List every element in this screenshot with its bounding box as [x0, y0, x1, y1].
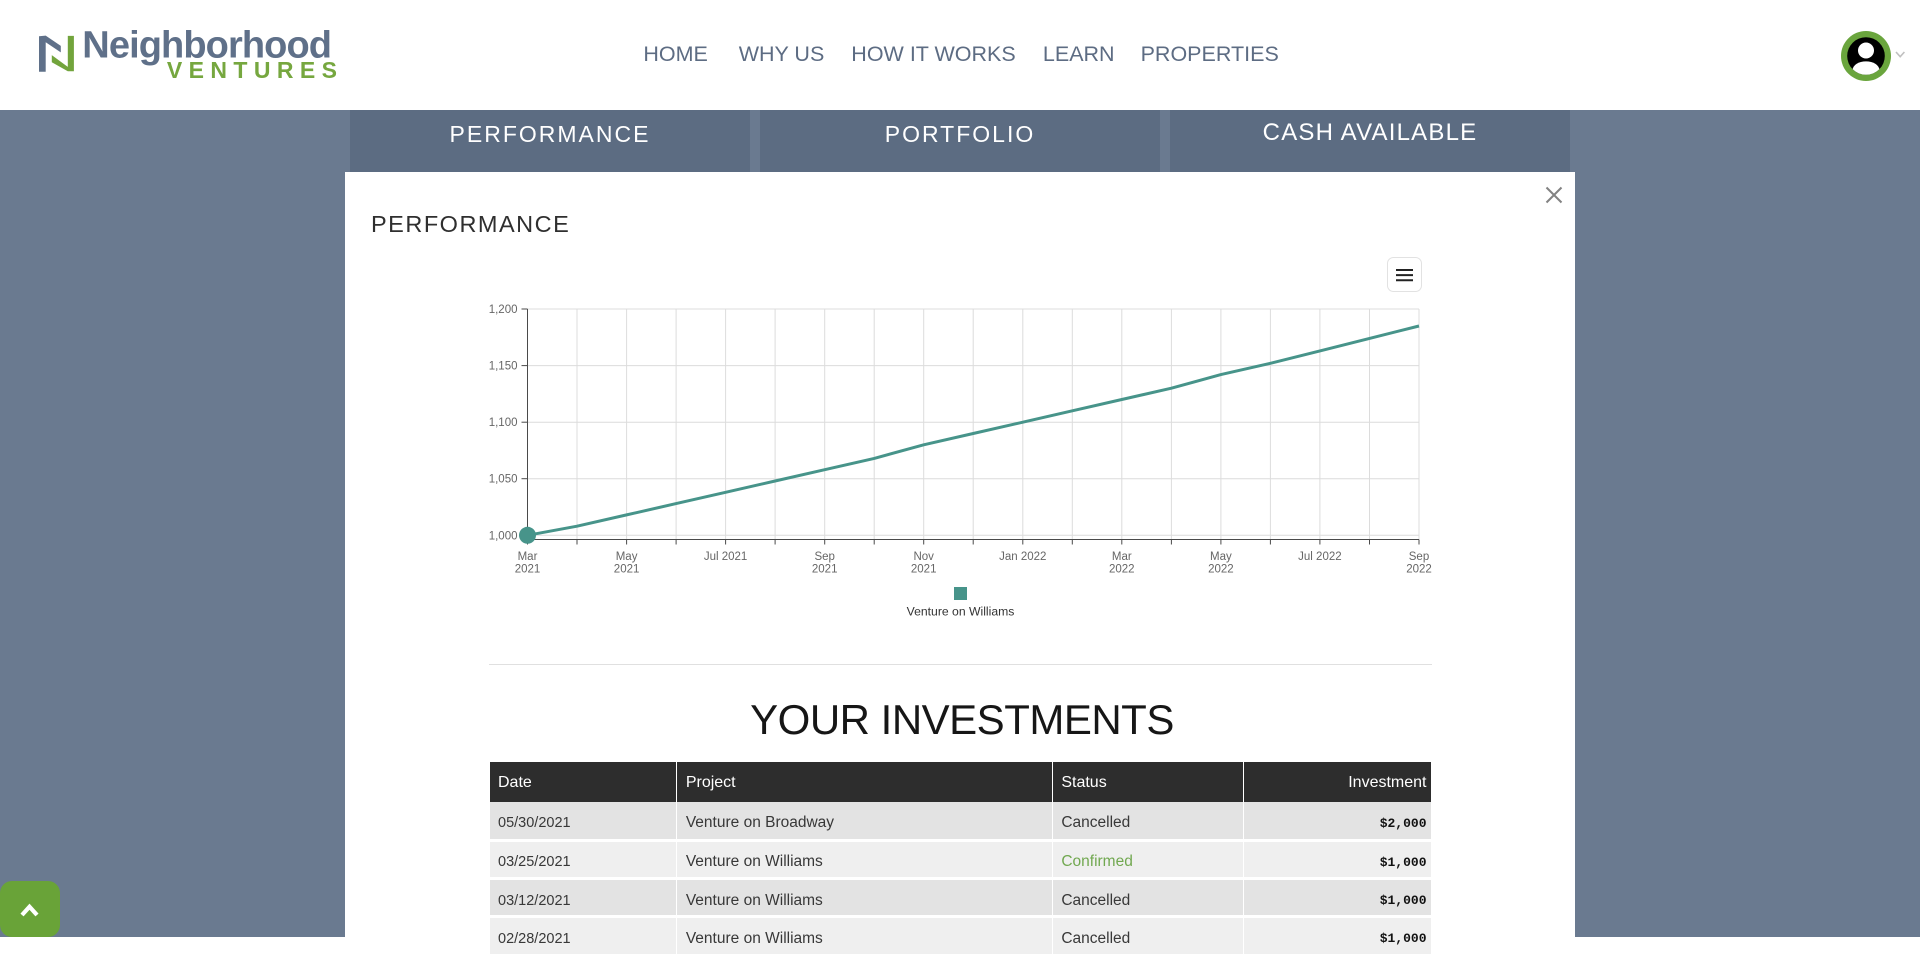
svg-text:Sep: Sep — [814, 551, 834, 563]
svg-text:1,150: 1,150 — [489, 361, 518, 373]
svg-text:2022: 2022 — [1109, 564, 1135, 576]
svg-text:Sep: Sep — [1409, 551, 1429, 563]
svg-text:Nov: Nov — [913, 551, 934, 563]
svg-text:Jul 2021: Jul 2021 — [704, 551, 747, 563]
svg-text:Mar: Mar — [1112, 551, 1132, 563]
svg-text:1,200: 1,200 — [489, 304, 518, 316]
svg-text:2021: 2021 — [911, 564, 937, 576]
svg-text:May: May — [1210, 551, 1232, 563]
svg-text:2021: 2021 — [812, 564, 838, 576]
svg-text:1,050: 1,050 — [489, 474, 518, 486]
svg-text:2021: 2021 — [614, 564, 640, 576]
svg-text:2022: 2022 — [1406, 564, 1432, 576]
svg-text:Mar: Mar — [518, 551, 538, 563]
svg-text:2022: 2022 — [1208, 564, 1234, 576]
svg-text:VENTURES: VENTURES — [167, 57, 343, 83]
svg-text:Venture on Williams: Venture on Williams — [907, 605, 1015, 619]
svg-text:2021: 2021 — [515, 564, 541, 576]
svg-text:Neighborhood: Neighborhood — [82, 25, 331, 67]
svg-text:1,100: 1,100 — [489, 417, 518, 429]
svg-text:1,000: 1,000 — [489, 530, 518, 542]
svg-text:Jan 2022: Jan 2022 — [999, 551, 1046, 563]
svg-text:May: May — [616, 551, 638, 563]
svg-text:Jul 2022: Jul 2022 — [1298, 551, 1341, 563]
